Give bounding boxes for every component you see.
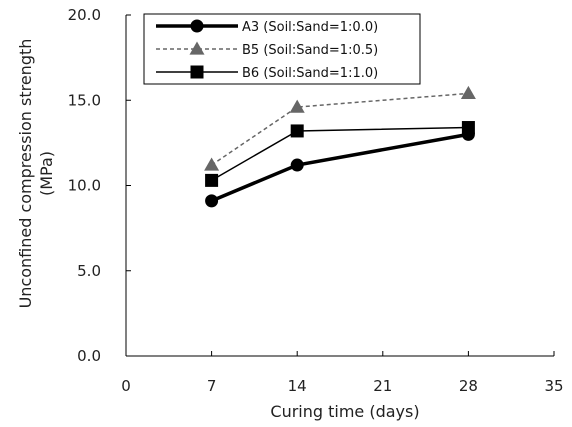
- data-point: [205, 194, 219, 208]
- legend-item: B5 (Soil:Sand=1:0.5): [156, 41, 378, 58]
- series-line: [211, 126, 469, 182]
- x-tick-label: 35: [544, 377, 563, 395]
- x-tick-label: 14: [288, 377, 307, 395]
- y-tick-label: 10.0: [68, 177, 101, 195]
- data-point: [290, 124, 304, 138]
- data-point: [460, 85, 476, 100]
- data-point: [204, 157, 220, 171]
- y-tick-label: 5.0: [77, 262, 101, 280]
- legend: A3 (Soil:Sand=1:0.0) B5 (Soil:Sand=1:0.5)…: [143, 13, 421, 85]
- data-point: [461, 121, 475, 135]
- legend-marker: [190, 65, 204, 79]
- legend-label: A3 (Soil:Sand=1:0.0): [242, 20, 378, 35]
- legend-label: B6 (Soil:Sand=1:1.0): [242, 66, 378, 81]
- data-point: [289, 99, 305, 113]
- y-axis-title-line1: Unconfined compression strength: [16, 39, 35, 309]
- y-tick-label: 15.0: [68, 91, 101, 109]
- legend-marker: [189, 41, 205, 55]
- x-tick-label: 7: [207, 377, 217, 395]
- y-tick-label: 20.0: [68, 6, 101, 24]
- data-point: [205, 173, 219, 187]
- data-point: [290, 158, 304, 172]
- series-1: [205, 127, 475, 208]
- series-layer: [204, 85, 476, 208]
- y-tick-label: 0.0: [77, 347, 101, 365]
- x-tick-label: 0: [121, 377, 131, 395]
- legend-item: A3 (Soil:Sand=1:0.0): [156, 19, 378, 35]
- x-tick-label: 21: [373, 377, 392, 395]
- y-axis-title-line2: (MPa): [37, 151, 56, 196]
- series-3: [205, 121, 475, 187]
- legend-item: B6 (Soil:Sand=1:1.0): [156, 65, 378, 81]
- series-line: [210, 132, 469, 203]
- legend-label: B5 (Soil:Sand=1:0.5): [242, 43, 378, 58]
- series-line: [211, 92, 469, 166]
- ticks: 0.0 5.0 10.0 15.0 20.0 0 7 14 21 28 35: [68, 6, 564, 395]
- legend-marker: [190, 19, 204, 33]
- x-axis-title: Curing time (days): [270, 402, 419, 421]
- series-2: [204, 85, 476, 171]
- x-tick-label: 28: [459, 377, 478, 395]
